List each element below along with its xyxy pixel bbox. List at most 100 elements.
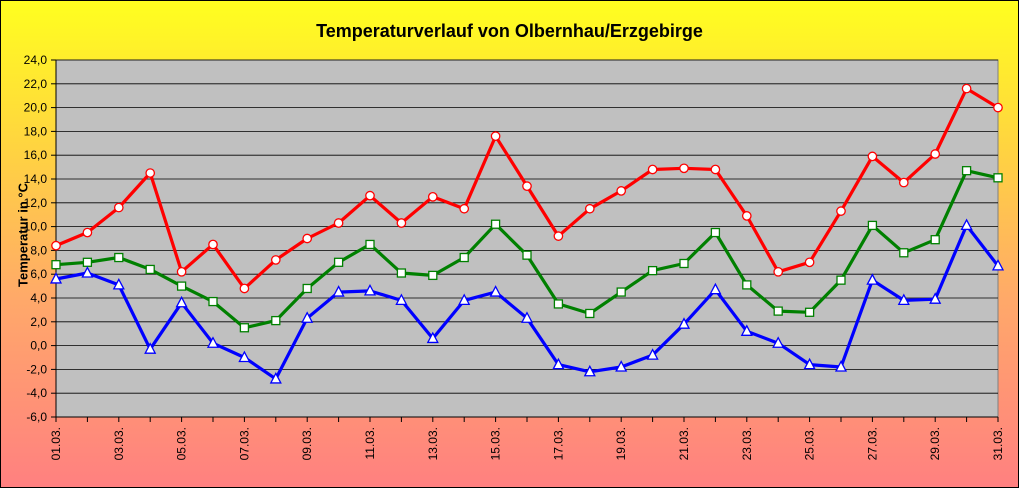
data-point bbox=[993, 173, 1003, 183]
x-tick-label: 23.03. bbox=[740, 427, 754, 460]
data-point bbox=[302, 283, 312, 294]
data-point bbox=[773, 266, 784, 277]
data-point bbox=[114, 252, 124, 263]
data-point bbox=[489, 285, 502, 297]
x-tick-label: 27.03. bbox=[865, 427, 879, 460]
data-point bbox=[993, 102, 1003, 113]
data-point bbox=[804, 257, 815, 268]
data-point bbox=[615, 360, 628, 372]
data-point bbox=[239, 283, 250, 294]
data-point bbox=[176, 266, 187, 277]
x-tick-label: 19.03. bbox=[614, 427, 628, 460]
y-axis-label: Temperatur in °C bbox=[15, 183, 31, 287]
y-tick-label: 24,0 bbox=[24, 53, 48, 67]
data-point bbox=[490, 219, 501, 229]
data-point bbox=[239, 323, 250, 333]
data-point bbox=[206, 336, 220, 348]
x-tick-label: 17.03. bbox=[551, 427, 565, 460]
data-point bbox=[898, 177, 909, 188]
data-point bbox=[866, 273, 879, 285]
y-tick-label: 20,0 bbox=[24, 101, 48, 115]
data-point bbox=[271, 315, 281, 326]
y-tick-label: 14,0 bbox=[24, 172, 48, 186]
data-point bbox=[51, 260, 61, 270]
data-point bbox=[961, 83, 972, 94]
data-point bbox=[960, 218, 973, 231]
data-point bbox=[459, 203, 470, 214]
data-point bbox=[991, 258, 1005, 271]
chart-title: Temperaturverlauf von Olbernhau/Erzgebir… bbox=[316, 21, 703, 41]
data-point bbox=[395, 293, 408, 306]
data-point bbox=[585, 308, 595, 319]
data-point bbox=[710, 164, 721, 175]
data-point bbox=[583, 364, 596, 377]
data-point bbox=[804, 307, 815, 317]
data-point bbox=[238, 350, 251, 363]
y-tick-label: 10,0 bbox=[24, 220, 48, 234]
data-point bbox=[490, 131, 501, 142]
data-point bbox=[772, 336, 785, 348]
data-point bbox=[834, 360, 848, 372]
data-point bbox=[208, 296, 218, 307]
data-point bbox=[332, 285, 345, 297]
data-point bbox=[428, 270, 438, 281]
y-tick-label: 12,0 bbox=[24, 196, 48, 210]
data-point bbox=[647, 164, 658, 175]
data-point bbox=[773, 306, 783, 316]
data-point bbox=[520, 311, 534, 323]
data-point bbox=[616, 287, 626, 297]
x-tick-label: 05.03. bbox=[175, 427, 189, 460]
x-tick-label: 21.03. bbox=[677, 427, 691, 460]
data-point bbox=[522, 181, 532, 191]
data-point bbox=[301, 311, 314, 323]
data-point bbox=[113, 202, 124, 213]
x-tick-label: 15.03. bbox=[489, 427, 503, 460]
data-point bbox=[679, 163, 689, 174]
data-point bbox=[709, 282, 722, 295]
y-tick-label: -4,0 bbox=[26, 386, 47, 400]
data-point bbox=[929, 292, 942, 304]
data-point bbox=[867, 151, 878, 162]
y-tick-label: 2,0 bbox=[30, 315, 47, 329]
data-point bbox=[677, 317, 691, 329]
data-point bbox=[584, 203, 595, 214]
data-point bbox=[81, 266, 94, 278]
x-tick-label: 03.03. bbox=[112, 427, 126, 460]
data-point bbox=[51, 240, 61, 251]
data-point bbox=[897, 293, 910, 306]
y-tick-label: 8,0 bbox=[30, 243, 47, 257]
y-tick-label: 16,0 bbox=[24, 148, 48, 162]
data-point bbox=[679, 258, 689, 269]
data-point bbox=[710, 227, 721, 238]
data-point bbox=[741, 211, 752, 221]
data-point bbox=[522, 250, 532, 260]
x-tick-label: 01.03. bbox=[49, 427, 63, 460]
data-point bbox=[396, 218, 407, 228]
data-point bbox=[144, 342, 157, 354]
data-point bbox=[742, 280, 752, 290]
data-point bbox=[302, 233, 313, 244]
data-point bbox=[82, 257, 93, 267]
data-point bbox=[836, 275, 846, 285]
data-point bbox=[930, 235, 940, 245]
y-tick-label: 18,0 bbox=[24, 124, 48, 138]
y-tick-label: 4,0 bbox=[30, 291, 47, 305]
data-point bbox=[647, 265, 658, 276]
x-tick-label: 29.03. bbox=[928, 427, 942, 460]
data-point bbox=[803, 357, 816, 370]
data-point bbox=[552, 357, 565, 370]
plot-area bbox=[55, 59, 999, 418]
data-point bbox=[930, 149, 941, 159]
y-tick-label: 6,0 bbox=[30, 267, 47, 281]
data-point bbox=[175, 295, 188, 308]
data-point bbox=[82, 227, 93, 238]
data-point bbox=[616, 186, 627, 196]
data-point bbox=[365, 239, 375, 250]
y-tick-label: 0,0 bbox=[30, 339, 47, 353]
data-point bbox=[208, 239, 218, 250]
y-tick-label: -2,0 bbox=[26, 362, 47, 376]
data-point bbox=[553, 231, 564, 241]
x-tick-label: 07.03. bbox=[237, 427, 251, 460]
